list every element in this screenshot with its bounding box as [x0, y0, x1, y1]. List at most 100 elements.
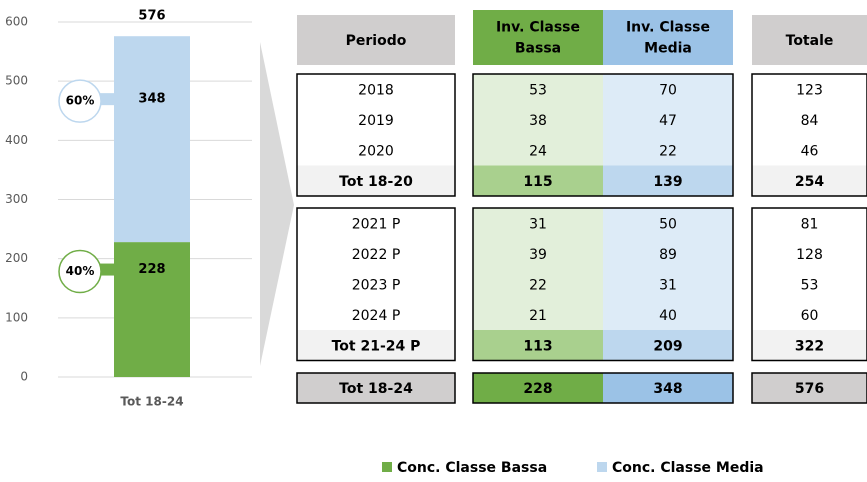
- data-text: 38: [529, 113, 547, 129]
- y-tick-label: 500: [5, 74, 28, 88]
- table-frame: [472, 73, 734, 197]
- table-frame: [751, 372, 867, 404]
- y-tick-label: 400: [5, 133, 28, 147]
- subtotal-text: 209: [653, 338, 682, 354]
- bar-segment: [114, 36, 190, 243]
- data-text: 31: [529, 216, 547, 232]
- header-cell: [603, 10, 733, 65]
- total-text: 348: [653, 381, 682, 397]
- share-label: 60%: [66, 94, 95, 108]
- arrow-wedge: [260, 42, 294, 366]
- y-tick-label: 0: [20, 370, 28, 384]
- data-cell: [297, 74, 455, 105]
- subtotal-cell: [473, 330, 603, 361]
- data-cell: [297, 135, 455, 166]
- data-cell: [473, 104, 603, 135]
- subtotal-text: 139: [653, 174, 682, 190]
- data-cell: [297, 238, 455, 269]
- table-frame: [472, 207, 734, 362]
- header-text: Periodo: [346, 33, 407, 49]
- data-text: 53: [801, 277, 819, 293]
- header-cell: [473, 10, 603, 65]
- data-text: 84: [801, 113, 819, 129]
- callout-connector: [98, 263, 114, 276]
- total-label: 576: [138, 9, 165, 24]
- subtotal-text: 254: [795, 174, 824, 190]
- data-text: 50: [659, 216, 677, 232]
- total-cell: [752, 373, 867, 403]
- y-tick-label: 600: [5, 15, 28, 29]
- data-cell: [603, 104, 733, 135]
- data-text: 22: [659, 143, 677, 159]
- table-frame: [751, 207, 867, 362]
- data-text: 2024 P: [352, 308, 401, 324]
- data-text: 2020: [358, 143, 394, 159]
- data-text: 22: [529, 277, 547, 293]
- data-text: 2018: [358, 82, 394, 98]
- data-text: 53: [529, 82, 547, 98]
- table-frame: [296, 73, 456, 197]
- table-frame: [296, 207, 456, 362]
- data-text: 46: [801, 143, 819, 159]
- data-text: 89: [659, 247, 677, 263]
- data-cell: [603, 74, 733, 105]
- header-text: Inv. Classe Bassa: [496, 20, 580, 57]
- data-text: 2021 P: [352, 216, 401, 232]
- total-text: 576: [795, 381, 824, 397]
- data-cell: [473, 238, 603, 269]
- data-cell: [297, 269, 455, 300]
- data-text: 2023 P: [352, 277, 401, 293]
- data-text: 123: [796, 82, 823, 98]
- data-cell: [473, 74, 603, 105]
- share-bubble: [58, 79, 102, 123]
- data-cell: [473, 135, 603, 166]
- data-cell: [603, 269, 733, 300]
- data-text: 60: [801, 308, 819, 324]
- subtotal-cell: [297, 330, 455, 361]
- data-cell: [752, 135, 867, 166]
- data-text: 81: [801, 216, 819, 232]
- header-text: Inv. Classe Media: [626, 20, 710, 57]
- data-cell: [752, 238, 867, 269]
- header-cell: [297, 15, 455, 65]
- y-tick-label: 100: [5, 310, 28, 324]
- header-text: Totale: [786, 33, 834, 49]
- data-cell: [297, 104, 455, 135]
- data-cell: [603, 238, 733, 269]
- data-text: 128: [796, 247, 823, 263]
- subtotal-cell: [603, 330, 733, 361]
- data-text: 31: [659, 277, 677, 293]
- subtotal-text: 115: [523, 174, 552, 190]
- table-frame: [472, 372, 734, 404]
- data-cell: [297, 299, 455, 330]
- data-text: 47: [659, 113, 677, 129]
- legend-swatch: [597, 462, 607, 472]
- data-text: 24: [529, 143, 547, 159]
- data-cell: [752, 269, 867, 300]
- data-cell: [752, 104, 867, 135]
- header-cell: [752, 15, 867, 65]
- table-frame: [296, 372, 456, 404]
- data-cell: [473, 269, 603, 300]
- data-cell: [473, 299, 603, 330]
- data-cell: [603, 299, 733, 330]
- table-frame: [751, 73, 867, 197]
- legend-swatch: [382, 462, 392, 472]
- y-tick-label: 300: [5, 192, 28, 206]
- data-cell: [297, 208, 455, 239]
- total-cell: [297, 373, 455, 403]
- subtotal-cell: [297, 165, 455, 196]
- data-cell: [752, 299, 867, 330]
- total-cell: [473, 373, 603, 403]
- subtotal-text: Tot 18-20: [339, 174, 413, 190]
- share-label: 40%: [66, 264, 95, 278]
- data-text: 39: [529, 247, 547, 263]
- data-text: 2019: [358, 113, 394, 129]
- data-text: 40: [659, 308, 677, 324]
- subtotal-cell: [752, 330, 867, 361]
- legend-label: Conc. Classe Bassa: [397, 460, 547, 476]
- data-cell: [473, 208, 603, 239]
- y-tick-label: 200: [5, 251, 28, 265]
- data-text: 21: [529, 308, 547, 324]
